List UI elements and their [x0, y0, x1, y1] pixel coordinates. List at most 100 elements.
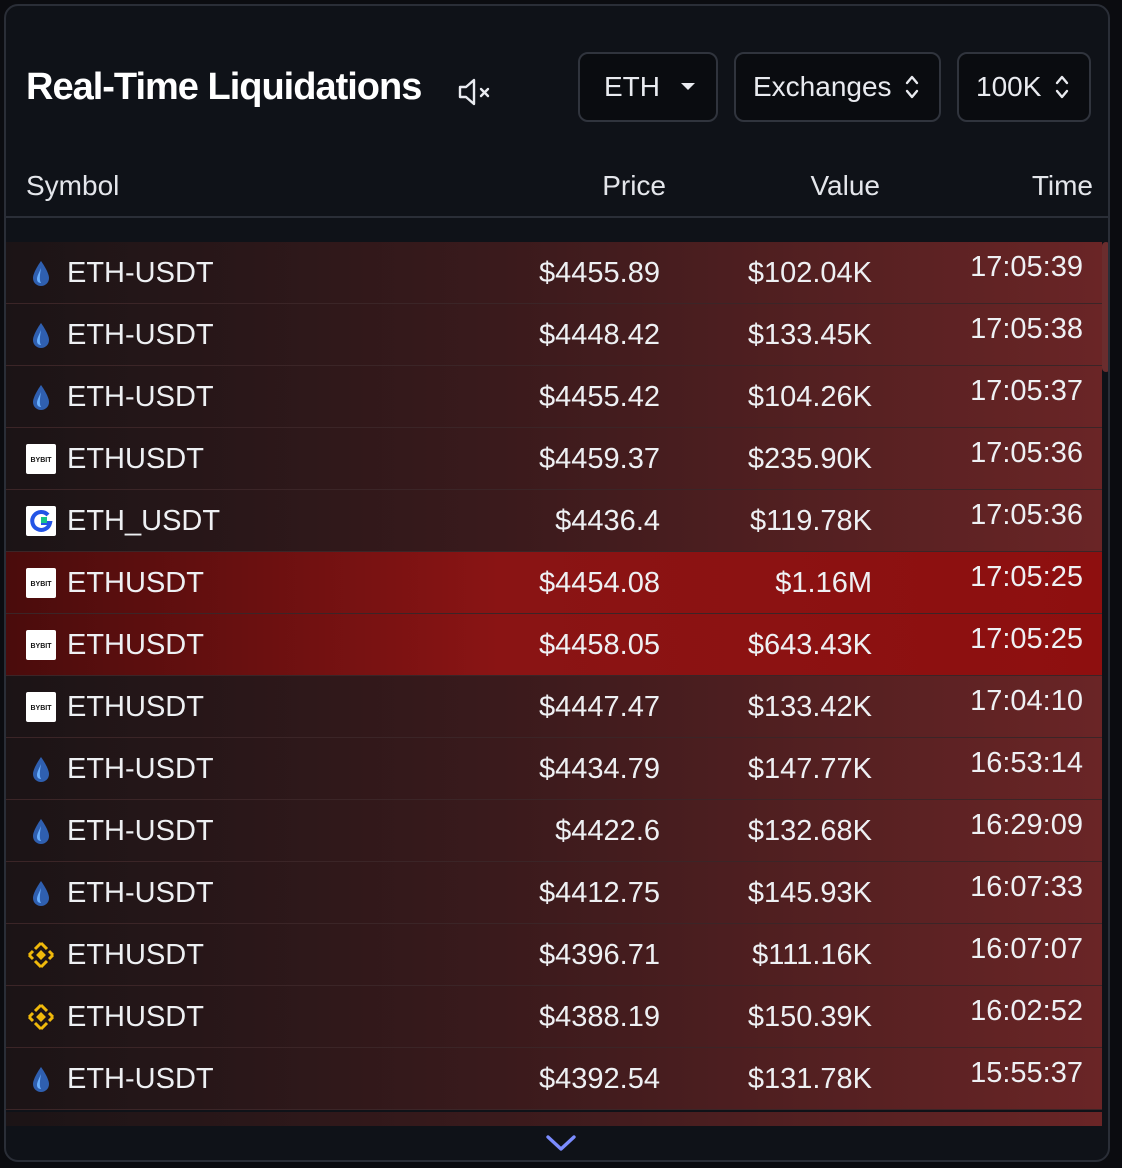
binance-icon [26, 1002, 56, 1032]
table-row[interactable]: BYBIT ETHUSDT $4458.05 $643.43K 17:05:25 [6, 614, 1102, 676]
hyperliquid-icon [26, 1064, 56, 1094]
symbol-cell: ETH-USDT [67, 319, 214, 351]
bybit-icon: BYBIT [26, 568, 56, 598]
time-cell: 16:02:52 [970, 995, 1083, 1027]
svg-text:BYBIT: BYBIT [31, 705, 53, 712]
symbol-cell: ETHUSDT [67, 1001, 204, 1033]
time-cell: 16:53:14 [970, 747, 1083, 779]
table-row[interactable]: ETH-USDT $4422.6 $132.68K 16:29:09 [6, 800, 1102, 862]
binance-icon [26, 940, 56, 970]
value-cell: $131.78K [747, 1063, 872, 1095]
symbol-cell: ETHUSDT [67, 629, 204, 661]
bybit-icon: BYBIT [26, 630, 56, 660]
table-row[interactable]: ETH-USDT $4455.42 $104.26K 17:05:37 [6, 366, 1102, 428]
symbol-cell: ETHUSDT [67, 443, 204, 475]
symbol-cell: ETH-USDT [67, 877, 214, 909]
symbol-cell: ETH-USDT [67, 381, 214, 413]
value-cell: $102.04K [747, 257, 872, 289]
value-cell: $133.42K [747, 691, 872, 723]
symbol-cell: ETHUSDT [67, 567, 204, 599]
hyperliquid-icon [26, 258, 56, 288]
scrollbar[interactable] [1102, 242, 1108, 372]
price-cell: $4447.47 [539, 691, 660, 723]
time-cell: 16:07:33 [970, 871, 1083, 903]
column-symbol[interactable]: Symbol [26, 170, 120, 201]
time-cell: 17:05:37 [970, 375, 1083, 407]
symbol-cell: ETH-USDT [67, 815, 214, 847]
time-cell: 15:55:37 [970, 1057, 1083, 1089]
value-cell: $133.45K [747, 319, 872, 351]
exchange-select[interactable]: Exchanges [734, 52, 941, 122]
table-row[interactable]: ETH-USDT $4392.54 $131.78K 15:55:37 [6, 1048, 1102, 1110]
table-row[interactable]: BYBIT ETHUSDT $4447.47 $133.42K 17:04:10 [6, 676, 1102, 738]
value-cell: $147.77K [747, 753, 872, 785]
table-row[interactable]: ETH_USDT $4436.4 $119.78K 17:05:36 [6, 490, 1102, 552]
column-time[interactable]: Time [1031, 170, 1093, 201]
column-value[interactable]: Value [810, 170, 880, 201]
price-cell: $4455.89 [539, 257, 660, 289]
value-cell: $132.68K [747, 815, 872, 847]
time-cell: 17:05:39 [970, 251, 1083, 283]
symbol-cell: ETH_USDT [67, 505, 221, 537]
time-cell: 17:05:25 [970, 561, 1083, 593]
value-cell: $119.78K [749, 505, 872, 537]
table-row[interactable]: ETH-USDT $4455.89 $102.04K 17:05:39 [6, 242, 1102, 304]
liquidation-list: ETH-USDT $4455.89 $102.04K 17:05:39 ETH-USDT… [6, 242, 1102, 1126]
bybit-icon: BYBIT [26, 692, 56, 722]
chevron-up-down-icon [905, 75, 919, 99]
table-row[interactable]: ETHUSDT $4396.71 $111.16K 16:07:07 [6, 924, 1102, 986]
price-cell: $4436.4 [555, 505, 660, 537]
caret-down-icon [681, 83, 695, 90]
gate-icon [26, 506, 56, 536]
price-cell: $4448.42 [539, 319, 660, 351]
time-cell: 17:04:10 [970, 685, 1083, 717]
table-row[interactable]: BYBIT ETHUSDT $4454.08 $1.16M 17:05:25 [6, 552, 1102, 614]
hyperliquid-icon [26, 382, 56, 412]
threshold-select-label: 100K [976, 71, 1042, 102]
hyperliquid-icon [26, 754, 56, 784]
value-cell: $111.16K [752, 939, 872, 971]
price-cell: $4412.75 [539, 877, 660, 909]
value-cell: $1.16M [775, 567, 872, 599]
threshold-select[interactable]: 100K [957, 52, 1091, 122]
chevron-down-icon[interactable] [544, 1128, 578, 1156]
value-cell: $145.93K [747, 877, 872, 909]
price-cell: $4458.05 [539, 629, 660, 661]
liquidations-panel: Real-Time Liquidations ETH Exchanges 100… [4, 4, 1110, 1162]
price-cell: $4388.19 [539, 1001, 660, 1033]
coin-select[interactable]: ETH [578, 52, 718, 122]
chevron-up-down-icon [1055, 75, 1069, 99]
time-cell: 17:05:25 [970, 623, 1083, 655]
symbol-cell: ETHUSDT [67, 691, 204, 723]
table-header: Symbol Price Value Time [6, 156, 1108, 218]
table-row[interactable]: ETH-USDT $4448.42 $133.45K 17:05:38 [6, 304, 1102, 366]
hyperliquid-icon [26, 878, 56, 908]
price-cell: $4454.08 [539, 567, 660, 599]
value-cell: $150.39K [747, 1001, 872, 1033]
table-row[interactable]: ETHUSDT $4388.19 $150.39K 16:02:52 [6, 986, 1102, 1048]
table-row[interactable]: ETH-USDT $4434.79 $147.77K 16:53:14 [6, 738, 1102, 800]
column-price[interactable]: Price [602, 170, 666, 201]
hyperliquid-icon [26, 320, 56, 350]
table-row[interactable]: BYBIT ETHUSDT $4459.37 $235.90K 17:05:36 [6, 428, 1102, 490]
time-cell: 16:29:09 [970, 809, 1083, 841]
svg-text:BYBIT: BYBIT [31, 643, 53, 650]
value-cell: $235.90K [747, 443, 872, 475]
symbol-cell: ETH-USDT [67, 257, 214, 289]
price-cell: $4434.79 [539, 753, 660, 785]
table-row-partial [6, 1112, 1102, 1126]
svg-text:BYBIT: BYBIT [31, 581, 53, 588]
symbol-cell: ETH-USDT [67, 753, 214, 785]
bybit-icon: BYBIT [26, 444, 56, 474]
value-cell: $104.26K [747, 381, 872, 413]
table-row[interactable]: ETH-USDT $4412.75 $145.93K 16:07:33 [6, 862, 1102, 924]
svg-text:BYBIT: BYBIT [31, 457, 53, 464]
time-cell: 16:07:07 [970, 933, 1083, 965]
time-cell: 17:05:38 [970, 313, 1083, 345]
price-cell: $4455.42 [539, 381, 660, 413]
speaker-mute-icon[interactable] [456, 74, 492, 110]
value-cell: $643.43K [747, 629, 872, 661]
symbol-cell: ETH-USDT [67, 1063, 214, 1095]
time-cell: 17:05:36 [970, 437, 1083, 469]
exchange-select-label: Exchanges [753, 71, 892, 102]
